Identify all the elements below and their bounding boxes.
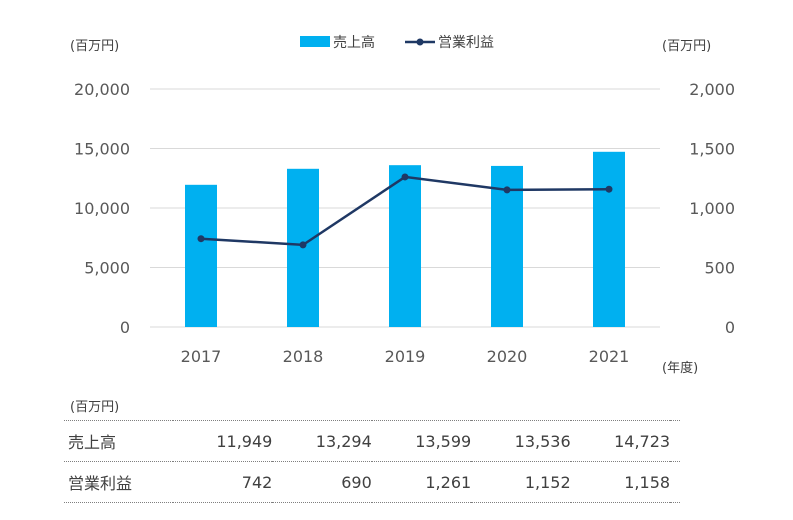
table-cell: 1,152 (471, 461, 571, 503)
table-row-operating-profit: 営業利益 742 690 1,261 1,152 1,158 (64, 461, 680, 503)
line-point (605, 185, 613, 193)
bar (593, 151, 625, 327)
x-tick-label: 2018 (283, 347, 324, 366)
y-left-tick-label: 5,000 (84, 259, 130, 278)
table-cell: 13,536 (471, 420, 571, 462)
table-unit: (百万円) (70, 400, 120, 415)
y-right-tick-label: 2,000 (689, 80, 735, 99)
row-label: 営業利益 (64, 461, 173, 503)
legend-label-operating-profit: 営業利益 (438, 35, 494, 51)
y-left-tick-label: 15,000 (74, 140, 130, 159)
x-tick-label: 2017 (181, 347, 222, 366)
bar (389, 165, 421, 327)
legend: 売上高 営業利益 (300, 34, 494, 51)
table-cell: 14,723 (570, 420, 671, 462)
x-tick-label: 2021 (589, 347, 630, 366)
x-tick-label: 2019 (385, 347, 426, 366)
y-left-tick-label: 0 (120, 318, 130, 337)
table-row-sales: 売上高 11,949 13,294 13,599 13,536 14,723 (64, 420, 680, 462)
bar-series-sales (185, 151, 625, 327)
y-left-tick-label: 20,000 (74, 80, 130, 99)
table-cell: 742 (172, 461, 273, 503)
table-cell: 11,949 (172, 420, 273, 462)
y-right-tick-label: 1,000 (689, 199, 735, 218)
table-cell: 13,294 (272, 420, 372, 462)
line-series-operating-profit (197, 173, 613, 249)
y-right-tick-label: 1,500 (689, 140, 735, 159)
y-left-tick-label: 10,000 (74, 199, 130, 218)
table-cell: 690 (272, 461, 372, 503)
combo-chart: 0 5,000 10,000 15,000 20,000 0 500 1,000 1,500 2… (70, 34, 735, 376)
legend-label-sales: 売上高 (333, 34, 375, 51)
table-cell: 1,261 (371, 461, 472, 503)
y-right-tick-label: 500 (704, 259, 735, 278)
line-point (401, 173, 409, 181)
y-axis-left: 0 5,000 10,000 15,000 20,000 (74, 80, 130, 337)
line-point (197, 235, 205, 243)
x-axis: 2017 2018 2019 2020 2021 (181, 347, 630, 366)
legend-swatch-sales (300, 36, 330, 47)
legend-marker-operating-profit (416, 38, 424, 46)
y-right-tick-label: 0 (725, 318, 735, 337)
y-axis-left-unit: (百万円) (70, 39, 119, 54)
table-cell: 13,599 (371, 420, 472, 462)
row-label: 売上高 (64, 420, 173, 462)
y-axis-right-unit: (百万円) (662, 39, 711, 54)
y-axis-right: 0 500 1,000 1,500 2,000 (689, 80, 735, 337)
table-cell: 1,158 (570, 461, 671, 503)
line-point (503, 186, 511, 194)
x-tick-label: 2020 (487, 347, 528, 366)
data-table: 売上高 11,949 13,294 13,599 13,536 14,723 営… (64, 420, 680, 503)
line-point (299, 241, 307, 249)
bar (185, 184, 217, 327)
x-axis-unit: (年度) (662, 360, 698, 376)
